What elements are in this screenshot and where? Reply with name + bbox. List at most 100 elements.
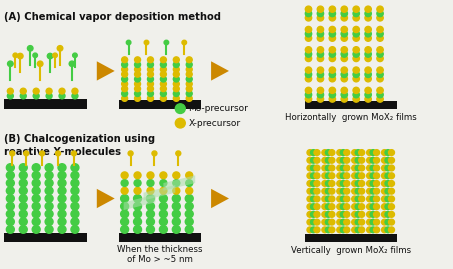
Circle shape xyxy=(32,202,40,210)
Circle shape xyxy=(159,218,167,225)
Polygon shape xyxy=(124,195,155,210)
Circle shape xyxy=(314,150,320,155)
Polygon shape xyxy=(97,189,115,208)
Circle shape xyxy=(370,227,376,233)
Circle shape xyxy=(353,67,359,73)
Circle shape xyxy=(344,180,350,186)
Circle shape xyxy=(385,188,391,194)
Circle shape xyxy=(353,26,359,33)
Circle shape xyxy=(307,157,313,163)
Circle shape xyxy=(329,211,335,217)
Circle shape xyxy=(13,53,18,58)
Circle shape xyxy=(374,180,380,186)
Circle shape xyxy=(148,76,154,82)
Circle shape xyxy=(160,91,166,97)
Circle shape xyxy=(305,10,312,17)
Circle shape xyxy=(314,188,320,194)
Circle shape xyxy=(186,57,192,63)
Circle shape xyxy=(365,55,371,62)
Circle shape xyxy=(325,150,331,155)
Circle shape xyxy=(307,196,313,202)
Circle shape xyxy=(377,6,383,12)
Circle shape xyxy=(329,51,336,57)
Circle shape xyxy=(365,26,371,33)
Circle shape xyxy=(385,157,391,163)
Circle shape xyxy=(365,87,371,93)
Circle shape xyxy=(71,187,79,195)
Circle shape xyxy=(381,180,387,186)
Circle shape xyxy=(359,211,365,217)
Circle shape xyxy=(159,202,167,210)
Circle shape xyxy=(355,196,361,202)
Circle shape xyxy=(45,164,53,171)
Circle shape xyxy=(175,118,185,128)
Bar xyxy=(304,101,397,109)
Circle shape xyxy=(146,218,154,225)
Circle shape xyxy=(310,196,317,202)
Circle shape xyxy=(352,173,358,179)
Circle shape xyxy=(45,210,53,218)
Circle shape xyxy=(377,92,383,98)
Circle shape xyxy=(310,211,317,217)
Text: Horizontally  grown MoX₂ films: Horizontally grown MoX₂ films xyxy=(285,112,417,122)
Circle shape xyxy=(355,173,361,179)
Circle shape xyxy=(341,31,347,37)
Circle shape xyxy=(377,96,383,102)
Circle shape xyxy=(389,196,395,202)
Circle shape xyxy=(10,151,15,156)
Circle shape xyxy=(305,15,312,21)
Circle shape xyxy=(134,195,141,202)
Circle shape xyxy=(134,225,141,233)
Circle shape xyxy=(325,173,331,179)
Circle shape xyxy=(305,67,312,73)
Text: Mo-precursor: Mo-precursor xyxy=(188,104,248,113)
Circle shape xyxy=(370,188,376,194)
Circle shape xyxy=(71,171,79,179)
Circle shape xyxy=(71,195,79,202)
Circle shape xyxy=(389,211,395,217)
Circle shape xyxy=(366,157,373,163)
Bar xyxy=(119,100,201,109)
Circle shape xyxy=(45,202,53,210)
Circle shape xyxy=(344,211,350,217)
Circle shape xyxy=(377,15,383,21)
Circle shape xyxy=(46,93,52,99)
Circle shape xyxy=(389,173,395,179)
Circle shape xyxy=(185,202,193,210)
Circle shape xyxy=(72,151,77,156)
Circle shape xyxy=(325,211,331,217)
Circle shape xyxy=(374,165,380,171)
Circle shape xyxy=(72,53,77,58)
Circle shape xyxy=(352,150,358,155)
Circle shape xyxy=(305,96,312,102)
Circle shape xyxy=(18,53,23,59)
Bar xyxy=(5,233,87,242)
Circle shape xyxy=(322,188,328,194)
Circle shape xyxy=(45,187,53,195)
Circle shape xyxy=(355,227,361,233)
Circle shape xyxy=(32,218,40,225)
Circle shape xyxy=(28,46,33,51)
Circle shape xyxy=(340,157,346,163)
Circle shape xyxy=(355,165,361,171)
Circle shape xyxy=(146,195,154,202)
Circle shape xyxy=(352,211,358,217)
Circle shape xyxy=(173,76,179,82)
Circle shape xyxy=(144,40,149,45)
Circle shape xyxy=(305,76,312,82)
Circle shape xyxy=(374,196,380,202)
Circle shape xyxy=(185,210,193,218)
Circle shape xyxy=(325,196,331,202)
Circle shape xyxy=(307,150,313,155)
Circle shape xyxy=(341,87,347,93)
Circle shape xyxy=(377,31,383,37)
Circle shape xyxy=(366,150,373,155)
Circle shape xyxy=(71,218,79,225)
Circle shape xyxy=(6,164,14,171)
Circle shape xyxy=(365,47,371,53)
Circle shape xyxy=(186,62,192,68)
Circle shape xyxy=(173,57,179,63)
Circle shape xyxy=(370,204,376,210)
Circle shape xyxy=(381,227,387,233)
Circle shape xyxy=(352,157,358,163)
